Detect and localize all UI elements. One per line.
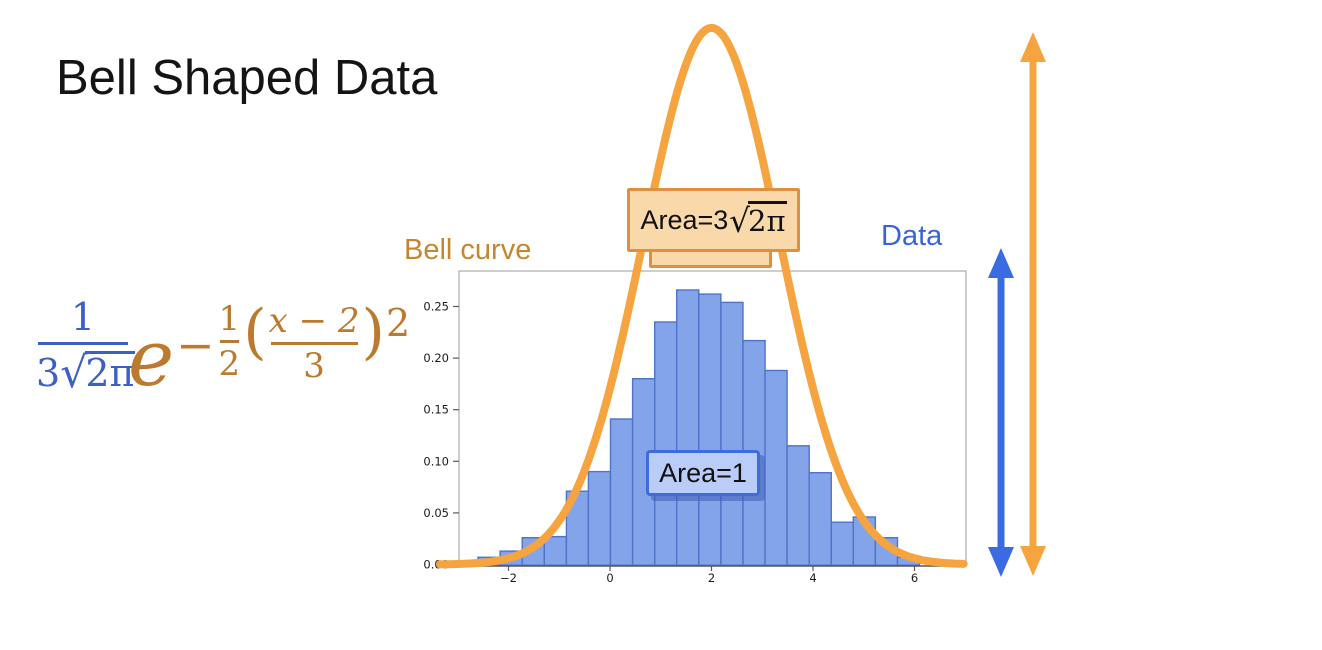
close-paren: ) <box>361 297 385 367</box>
bell-curve-label: Bell curve <box>404 234 532 266</box>
radical-sign: √ <box>60 348 88 398</box>
area-curve-box: Area=3 √2π <box>627 188 800 252</box>
histogram-bar <box>587 470 612 566</box>
radicand: 2π <box>748 201 787 238</box>
histogram-bar <box>808 472 832 566</box>
page-title: Bell Shaped Data <box>56 51 438 105</box>
minus-sign: − <box>176 318 215 372</box>
y-tick-label: 0.10 <box>423 454 449 468</box>
squared-exponent: 2 <box>385 301 411 345</box>
curve-height-arrow-bottom-head <box>1020 546 1046 576</box>
x-tick-label: 2 <box>708 571 715 585</box>
exponent-half-fraction: 1 2 <box>218 299 241 384</box>
formula-e-base: e <box>128 314 175 404</box>
histogram-bar <box>764 369 788 566</box>
radical-sign: √ <box>729 202 750 240</box>
curve-height-arrow-top-head <box>1020 32 1046 62</box>
histogram-bar <box>543 535 568 566</box>
bell-curve-line <box>436 23 968 569</box>
standardize-fraction: x − 2 3 <box>268 301 360 386</box>
x-tick-label: 0 <box>606 571 613 585</box>
y-tick-label: 0.15 <box>423 403 449 417</box>
area-curve-radical: √2π <box>729 201 787 240</box>
x-tick-label: 4 <box>809 571 816 585</box>
y-tick-label: 0.05 <box>423 506 449 520</box>
data-height-arrow-bottom-head <box>988 547 1014 577</box>
data-height-arrow-top-head <box>988 248 1014 278</box>
fraction-bar <box>270 342 358 345</box>
gaussian-formula: 1 3√2π e − 1 2 ( x − 2 3 ) 2 <box>36 296 436 411</box>
open-paren: ( <box>243 297 267 367</box>
fraction-bar <box>38 342 128 345</box>
y-tick-label: 0.20 <box>423 351 449 365</box>
histogram-bar <box>720 301 744 566</box>
fraction-numerator: 1 <box>70 295 96 339</box>
formula-exponent: − 1 2 ( x − 2 3 ) 2 <box>176 296 410 383</box>
fraction-denominator: 3√2π <box>36 348 136 398</box>
histogram-bar <box>609 418 634 566</box>
x-tick-label: −2 <box>500 571 517 585</box>
fraction-bar <box>219 340 240 343</box>
histogram-bar <box>654 321 678 566</box>
histogram-bar <box>698 293 722 566</box>
data-label: Data <box>881 220 943 252</box>
formula-coefficient-fraction: 1 3√2π <box>36 295 136 398</box>
histogram-bar <box>786 445 810 566</box>
histogram-bar <box>830 521 855 566</box>
y-tick-label: 0.25 <box>423 300 449 314</box>
radicand: 2π <box>85 351 136 395</box>
area-histogram-box: Area=1 <box>646 450 760 496</box>
area-curve-text: Area=3 <box>640 204 729 235</box>
x-tick-label: 6 <box>911 571 918 585</box>
histogram-bar <box>676 289 700 566</box>
